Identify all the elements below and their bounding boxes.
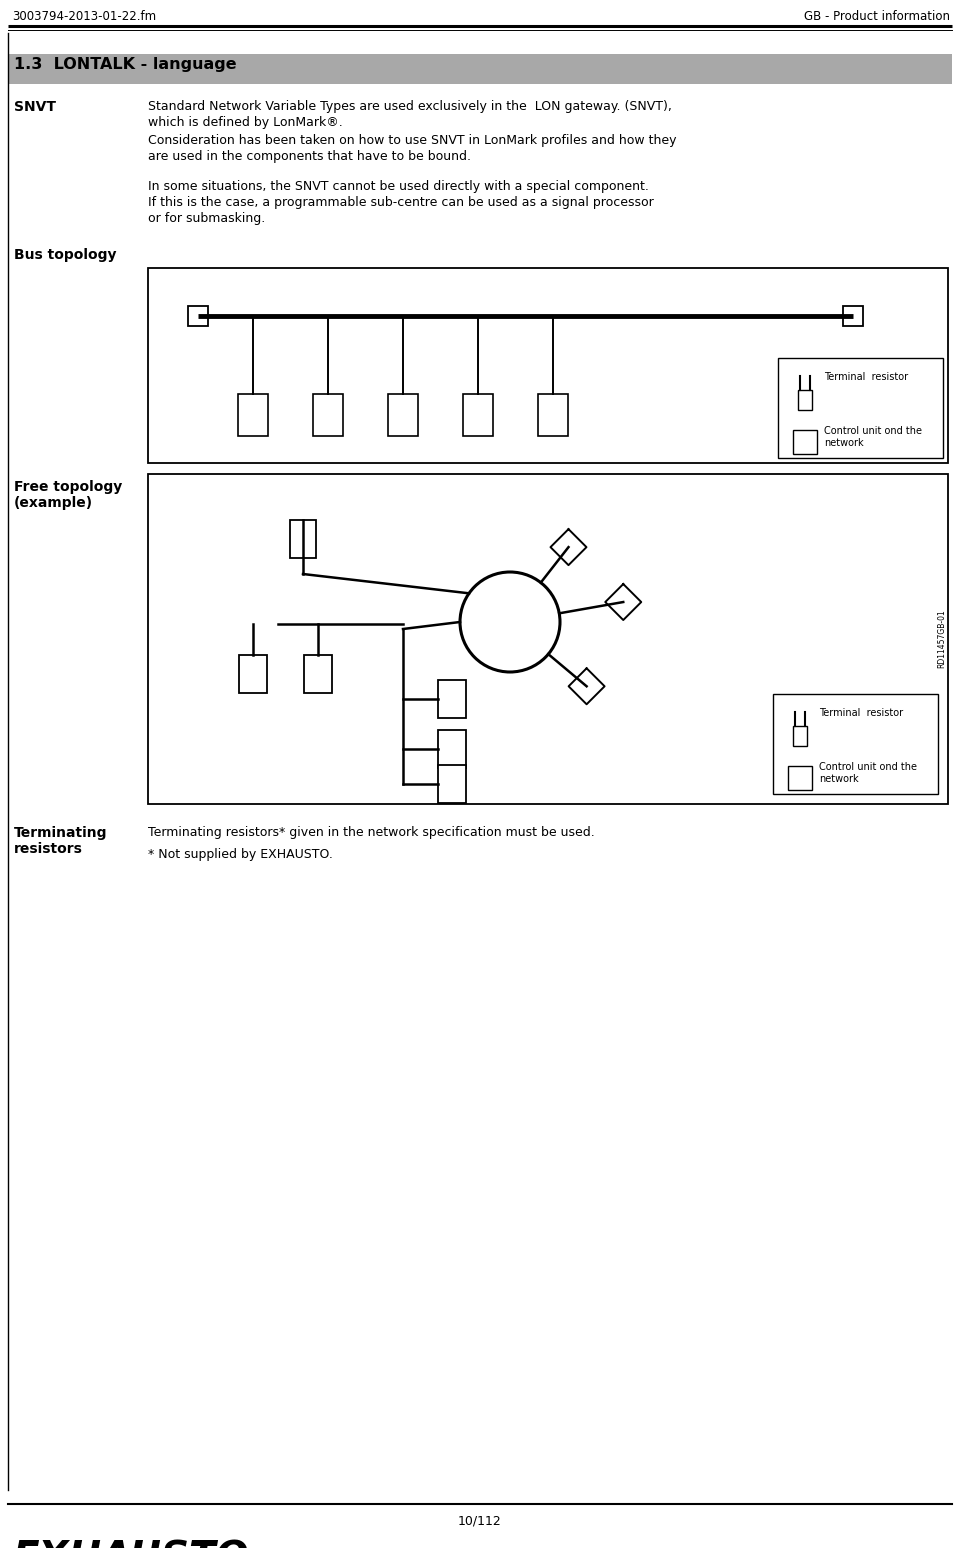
Text: Consideration has been taken on how to use SNVT in LonMark profiles and how they: Consideration has been taken on how to u…: [148, 135, 677, 147]
Bar: [538, 395, 568, 437]
Text: Control unit ond the: Control unit ond the: [819, 762, 917, 772]
Text: network: network: [819, 774, 858, 783]
Bar: [773, 694, 938, 794]
Bar: [438, 731, 466, 768]
Text: 3003794-2013-01-22.fm: 3003794-2013-01-22.fm: [12, 9, 156, 23]
Text: SNVT: SNVT: [14, 101, 56, 115]
Text: network: network: [824, 438, 864, 447]
Bar: [238, 395, 268, 437]
Text: EXHAUSTO: EXHAUSTO: [12, 1540, 249, 1548]
Text: If this is the case, a programmable sub-centre can be used as a signal processor: If this is the case, a programmable sub-…: [148, 197, 654, 209]
Text: Free topology: Free topology: [14, 480, 122, 494]
Text: which is defined by LonMark®.: which is defined by LonMark®.: [148, 116, 343, 128]
Bar: [788, 766, 812, 789]
Text: In some situations, the SNVT cannot be used directly with a special component.: In some situations, the SNVT cannot be u…: [148, 180, 649, 194]
Text: Terminating resistors* given in the network specification must be used.: Terminating resistors* given in the netw…: [148, 827, 595, 839]
Text: 10/112: 10/112: [458, 1514, 502, 1526]
Bar: [8, 54, 952, 84]
Bar: [798, 390, 812, 410]
Text: (example): (example): [14, 495, 93, 509]
Text: Standard Network Variable Types are used exclusively in the  LON gateway. (SNVT): Standard Network Variable Types are used…: [148, 101, 672, 113]
Bar: [313, 395, 343, 437]
Bar: [438, 680, 466, 718]
Text: Terminating: Terminating: [14, 827, 108, 841]
Bar: [793, 430, 817, 454]
Bar: [304, 655, 332, 694]
Text: Terminal  resistor: Terminal resistor: [824, 372, 908, 382]
Text: Terminal  resistor: Terminal resistor: [819, 707, 903, 718]
Bar: [388, 395, 418, 437]
Bar: [793, 726, 807, 746]
Text: resistors: resistors: [14, 842, 83, 856]
Bar: [239, 655, 267, 694]
Text: Bus topology: Bus topology: [14, 248, 116, 262]
Bar: [290, 520, 316, 557]
Text: or for submasking.: or for submasking.: [148, 212, 265, 224]
Text: GB - Product information: GB - Product information: [804, 9, 950, 23]
Text: * Not supplied by EXHAUSTO.: * Not supplied by EXHAUSTO.: [148, 848, 333, 861]
Text: RD11457GB-01: RD11457GB-01: [937, 610, 946, 669]
Text: Control unit ond the: Control unit ond the: [824, 426, 922, 437]
Bar: [778, 358, 943, 458]
Bar: [463, 395, 493, 437]
Bar: [843, 307, 863, 327]
Bar: [148, 474, 948, 803]
Text: 1.3  LONTALK - language: 1.3 LONTALK - language: [14, 57, 236, 73]
Text: are used in the components that have to be bound.: are used in the components that have to …: [148, 150, 471, 163]
Bar: [148, 268, 948, 463]
Bar: [188, 307, 208, 327]
Bar: [438, 765, 466, 803]
